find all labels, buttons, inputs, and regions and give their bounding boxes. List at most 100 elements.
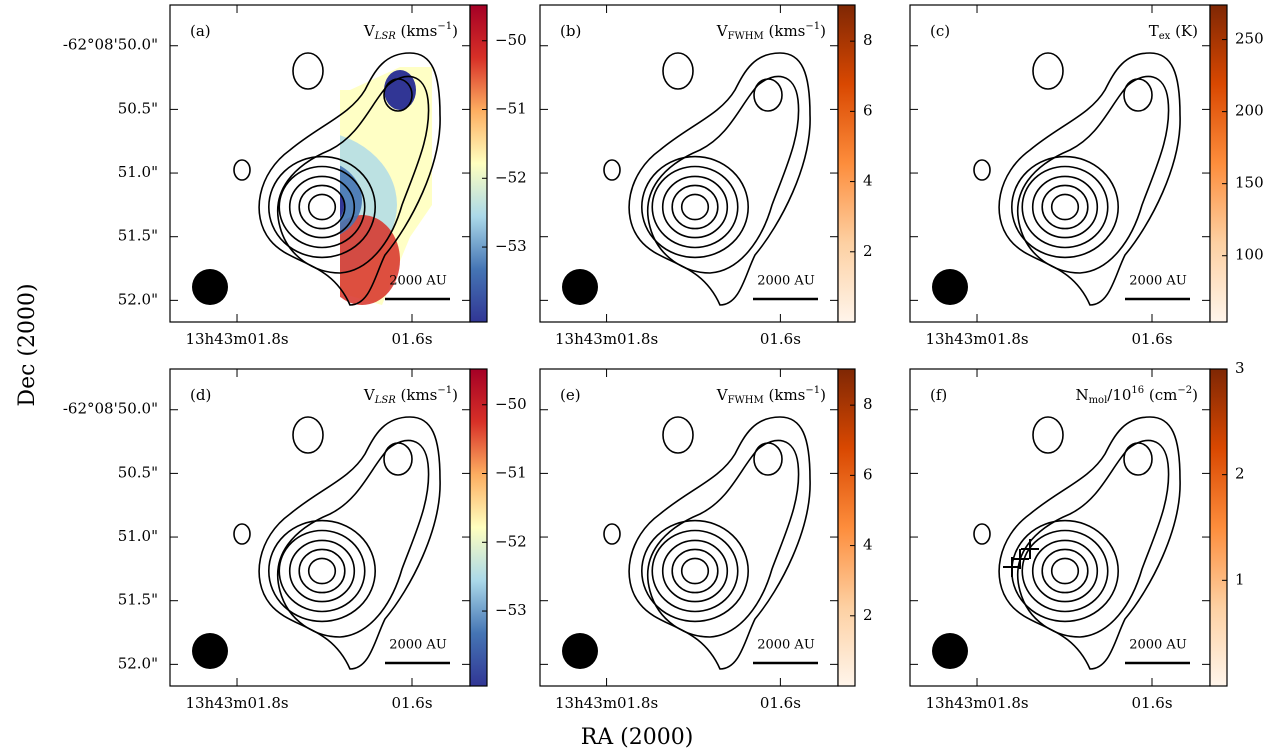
contour bbox=[288, 175, 356, 239]
colorbar-title-part: V bbox=[716, 22, 729, 40]
contour bbox=[998, 416, 1181, 670]
y-axis-label: Dec (2000) bbox=[15, 283, 40, 406]
colorbar-title-part: FWHM bbox=[728, 31, 764, 42]
colorbar-tick-label: 150 bbox=[1235, 174, 1264, 192]
colorbar bbox=[837, 368, 856, 687]
panel: 2000 AU (c) Tex (K) 13h43m01.8s 01.6s 100 150 2… bbox=[909, 4, 1264, 348]
colorbar-tick-label: 4 bbox=[863, 536, 873, 554]
emission-blob bbox=[300, 547, 344, 591]
x-tick-label: 13h43m01.8s bbox=[185, 330, 288, 348]
contour bbox=[1032, 52, 1064, 90]
panel: 2000 AU (b) VFWHM (kms−1) 13h43m01.8s 01.6s 2… bbox=[539, 4, 873, 348]
contour bbox=[268, 519, 377, 623]
contour bbox=[661, 175, 729, 239]
contour bbox=[1123, 78, 1153, 112]
beam bbox=[932, 633, 968, 669]
colorbar-title-part: −1 bbox=[805, 385, 820, 396]
emission-blob bbox=[324, 579, 400, 669]
y-tick-label: 50.5" bbox=[118, 99, 158, 117]
contour bbox=[603, 159, 621, 181]
emission-blob bbox=[217, 494, 397, 644]
colorbar-tick-label: 6 bbox=[863, 465, 873, 483]
emission-region bbox=[605, 67, 802, 305]
contour bbox=[307, 193, 337, 221]
contour bbox=[1031, 175, 1099, 239]
contour bbox=[276, 439, 430, 638]
colorbar-tick-label: 3 bbox=[1235, 359, 1245, 377]
colorbar-tick-label: −53 bbox=[495, 601, 527, 619]
colorbar-title: VFWHM (kms−1) bbox=[716, 385, 826, 406]
colorbar-title-part: −1 bbox=[437, 21, 452, 32]
colorbar-title-part: V bbox=[363, 22, 376, 40]
colorbar-tick-label: 250 bbox=[1235, 30, 1264, 48]
contour bbox=[641, 519, 750, 623]
colorbar-title-part: V bbox=[716, 386, 729, 404]
contour bbox=[662, 52, 694, 90]
x-axis-label: RA (2000) bbox=[581, 725, 694, 750]
colorbar-tick-label: 2 bbox=[1235, 465, 1245, 483]
colorbar-title: VLSR (kms−1) bbox=[363, 385, 458, 406]
contour bbox=[288, 539, 356, 603]
contour bbox=[1021, 165, 1109, 249]
scale-bar-label: 2000 AU bbox=[389, 638, 447, 653]
colorbar-title-part: −1 bbox=[805, 21, 820, 32]
colorbar-title-part: (K) bbox=[1170, 22, 1198, 40]
contour bbox=[651, 529, 739, 613]
emission-blob bbox=[1000, 143, 1140, 267]
contour bbox=[298, 548, 346, 594]
colorbar-title-part: (kms bbox=[764, 22, 806, 40]
panel-label: (c) bbox=[930, 22, 950, 40]
beam bbox=[932, 269, 968, 305]
x-tick-label: 01.6s bbox=[760, 694, 801, 712]
emission-blob bbox=[630, 507, 770, 631]
contour bbox=[680, 557, 710, 585]
x-tick-label: 01.6s bbox=[1131, 694, 1172, 712]
colorbar-title-part: T bbox=[1149, 22, 1159, 40]
panel: 2000 AU (d) VLSR (kms−1) 13h43m01.8s 01.6s -6… bbox=[63, 368, 527, 712]
colorbar-title-part: ) bbox=[1192, 386, 1198, 404]
colorbar-title: VFWHM (kms−1) bbox=[716, 21, 826, 42]
colorbar-title: Nmol/1016 (cm−2) bbox=[1075, 385, 1198, 406]
contour bbox=[233, 523, 251, 545]
x-tick-label: 01.6s bbox=[760, 330, 801, 348]
colorbar bbox=[837, 4, 856, 323]
colorbar-title-part: ) bbox=[452, 22, 458, 40]
y-tick-label: 51.5" bbox=[118, 227, 158, 245]
contour bbox=[651, 165, 739, 249]
contour bbox=[628, 52, 811, 306]
contours bbox=[233, 52, 441, 306]
colorbar-title-part: ) bbox=[820, 22, 826, 40]
contour bbox=[292, 52, 324, 90]
beam bbox=[562, 269, 598, 305]
colorbar-tick-label: 8 bbox=[863, 31, 873, 49]
marker-cross bbox=[1011, 549, 1029, 569]
x-tick-label: 13h43m01.8s bbox=[925, 330, 1028, 348]
colorbar bbox=[469, 368, 488, 687]
y-tick-label: 51.5" bbox=[118, 591, 158, 609]
x-tick-label: 13h43m01.8s bbox=[555, 330, 658, 348]
contours bbox=[603, 416, 811, 670]
x-tick-label: 01.6s bbox=[391, 330, 432, 348]
colorbar-title-part: LSR bbox=[374, 395, 396, 406]
panel-label: (b) bbox=[560, 22, 581, 40]
colorbar-title: VLSR (kms−1) bbox=[363, 21, 458, 42]
contour bbox=[628, 416, 811, 670]
colorbar-tick-label: −50 bbox=[495, 31, 527, 49]
colorbar-title-part: −1 bbox=[437, 385, 452, 396]
contour bbox=[1041, 184, 1089, 230]
colorbar-title-part: 16 bbox=[1131, 385, 1144, 396]
contour bbox=[1123, 442, 1153, 476]
contour bbox=[383, 78, 413, 112]
emission-region bbox=[235, 431, 432, 669]
contour bbox=[1021, 529, 1109, 613]
beam bbox=[192, 269, 228, 305]
x-tick-label: 01.6s bbox=[1131, 330, 1172, 348]
colorbar-tick-label: −53 bbox=[495, 237, 527, 255]
y-tick-label: 50.5" bbox=[118, 463, 158, 481]
colorbar-title-part: (kms bbox=[396, 22, 438, 40]
colorbar-title-part: ) bbox=[452, 386, 458, 404]
y-tick-label: -62°08'50.0" bbox=[63, 36, 158, 54]
colorbar-tick-label: 2 bbox=[863, 606, 873, 624]
emission-region bbox=[975, 67, 1172, 305]
